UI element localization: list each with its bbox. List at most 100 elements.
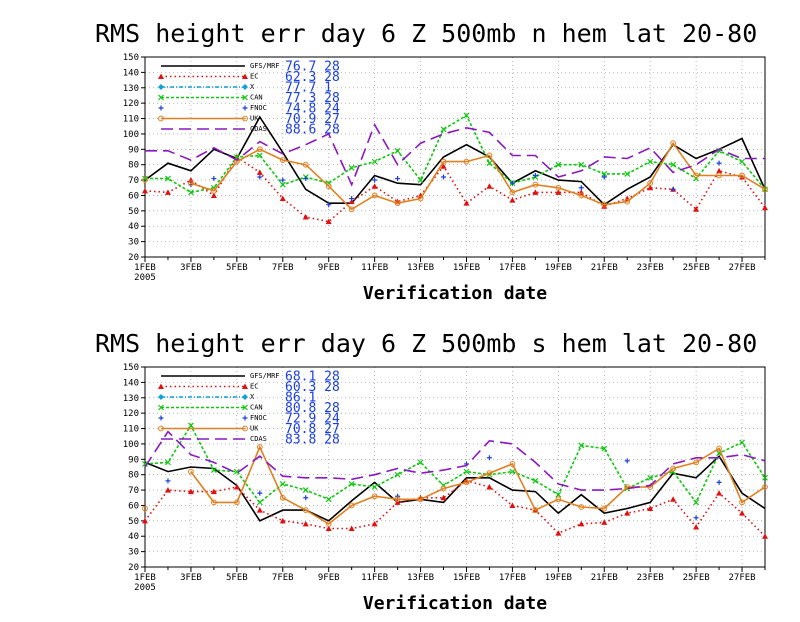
chart-2-series-ec-point [325, 525, 332, 532]
chart-2-legend-x-name: X [250, 393, 255, 401]
chart-2-series-uk-point [624, 484, 631, 490]
chart-2-series-ec-point [279, 517, 286, 524]
chart-2-series-uk-point [256, 444, 263, 450]
chart-1-xtick-label: 1FEB [134, 263, 156, 273]
chart-2-series-uk-point [509, 461, 516, 467]
chart-2-series-can-point [555, 491, 562, 498]
chart-1-series-ec-point [601, 203, 608, 209]
chart-1-xtick-label: 3FEB [180, 263, 202, 273]
chart-2-series-can-point [210, 467, 217, 474]
chart-2-series-uk-point [325, 521, 332, 527]
chart-1-series-fnoc-point [601, 174, 607, 180]
chart-1-series-ec-point [463, 200, 470, 206]
chart-2-ytick-label: 60 [128, 501, 139, 511]
chart-2-series-can-point [348, 480, 355, 487]
chart-2-legend-fnoc-value: 72.9 24 [285, 412, 340, 427]
chart-1-xtick-label: 7FEB [272, 263, 294, 273]
chart-1-series-ec-point [647, 184, 654, 191]
chart-2-series-can-point [647, 474, 654, 481]
chart-1-legend-x-marker [242, 84, 248, 90]
chart-2-ytick-label: 140 [123, 378, 139, 388]
chart-2-series-can-point [601, 445, 608, 452]
chart-1-series-can-point [256, 152, 263, 159]
chart-1-plot-frame [144, 56, 766, 258]
chart-1-year-label: 2005 [134, 273, 156, 283]
chart-1-series-uk-point [647, 180, 654, 187]
chart-2-series-can-point [394, 471, 401, 478]
chart-1-series-fnoc-point [395, 176, 401, 182]
chart-2-series-fnoc-point [693, 515, 699, 521]
chart-2-legend-ec-value: 60.3 28 [285, 380, 340, 395]
chart-2-series-can-point [509, 468, 516, 475]
chart-2-xlabel: Verification date [363, 593, 547, 614]
chart-1-series-ec-point [348, 198, 355, 205]
chart-1-series-uk-point [762, 186, 768, 193]
chart-1-ytick-label: 20 [128, 253, 139, 263]
chart-2-ytick-label: 80 [128, 471, 139, 481]
chart-2-series-uk-point [210, 499, 217, 506]
chart-1-ytick-label: 140 [123, 68, 139, 78]
chart-1-series-uk-point [417, 195, 424, 202]
chart-1-legend-can-marker [242, 94, 248, 101]
chart-1-series-can-point [394, 147, 401, 154]
chart-1-series-can-point [165, 175, 171, 182]
chart-2-xtick-label: 5FEB [226, 573, 248, 583]
chart-1-series-ec-point [302, 214, 309, 220]
chart-1-series-ec-point [532, 189, 539, 195]
chart-1-xtick-label: 19FEB [545, 263, 572, 273]
chart-2-series-ec-point [486, 484, 493, 490]
chart-2-series-ec-point [210, 488, 217, 495]
chart-1-series-uk-point [624, 198, 631, 205]
chart-2-series-can-point [256, 499, 263, 506]
chart-2-series-ec-point [716, 490, 723, 496]
chart-2-ytick-label: 30 [128, 548, 139, 558]
chart-1-legend-gfs-mrf-value: 76.7 28 [285, 60, 340, 75]
chart-2-series-can-point [739, 439, 745, 446]
chart-2-series-uk-point [463, 479, 470, 486]
chart-1-legend-ec-name: EC [250, 73, 258, 81]
chart-1-legend-x-name: X [250, 83, 255, 91]
chart-1-legend-uk-name: UK [250, 115, 259, 123]
chart-1-series-can-point [279, 181, 286, 188]
chart-1-ytick-label: 60 [128, 191, 139, 201]
chart-1-xtick-label: 11FEB [361, 263, 388, 273]
chart-2-legend-x-marker [242, 394, 248, 400]
chart-1-series-uk-point [279, 157, 286, 163]
chart-2-series-uk-point [440, 485, 447, 492]
chart-2-legend-fnoc-name: FNOC [250, 414, 267, 422]
chart-1-legend-fnoc-name: FNOC [250, 104, 267, 112]
chart-1-legend-fnoc-marker [158, 105, 164, 111]
chart-2-xtick-label: 17FEB [499, 573, 526, 583]
chart-2-xtick-label: 1FEB [134, 573, 156, 583]
chart-1-series-ec-point [164, 189, 171, 195]
chart-1-ytick-label: 80 [128, 161, 139, 171]
chart-1-legend-fnoc-value: 74.8 24 [285, 102, 340, 117]
chart-1-series-fnoc-point [280, 177, 286, 183]
chart-2-series-ec-point [187, 488, 194, 495]
chart-2-ytick-label: 120 [123, 409, 139, 419]
chart-2-series-fnoc-point [716, 479, 722, 485]
chart-1-series-fnoc-point [578, 185, 584, 191]
chart-2-xtick-label: 13FEB [407, 573, 434, 583]
chart-1-series-can-point [555, 161, 562, 168]
chart-2-legend-can-name: CAN [250, 404, 263, 412]
chart-2-legend-can-value: 80.8 28 [285, 401, 340, 416]
chart-2-series-can-point [762, 474, 768, 481]
chart-1-series-uk-point [394, 200, 401, 207]
chart-2-series-uk-point [762, 484, 768, 490]
chart-2-series-fnoc-point [624, 458, 630, 464]
chart-2-series-can-point [693, 499, 700, 506]
chart-2-series-uk-point [417, 496, 424, 503]
chart-1-ytick-label: 110 [123, 115, 139, 125]
chart-1-series-can-point [417, 177, 424, 184]
chart-2-series-uk-point [394, 496, 401, 503]
chart-1-ytick-label: 150 [123, 53, 139, 63]
chart-1-series-uk-point [348, 206, 355, 213]
chart-1-series-can-point [578, 161, 585, 168]
chart-1-series-uk-point [555, 184, 562, 191]
chart-2-series-can-point [165, 459, 171, 466]
chart-2-legend-can-marker [242, 404, 248, 411]
chart-1-xtick-label: 27FEB [728, 263, 755, 273]
chart-2-series-ec-point [509, 502, 516, 508]
